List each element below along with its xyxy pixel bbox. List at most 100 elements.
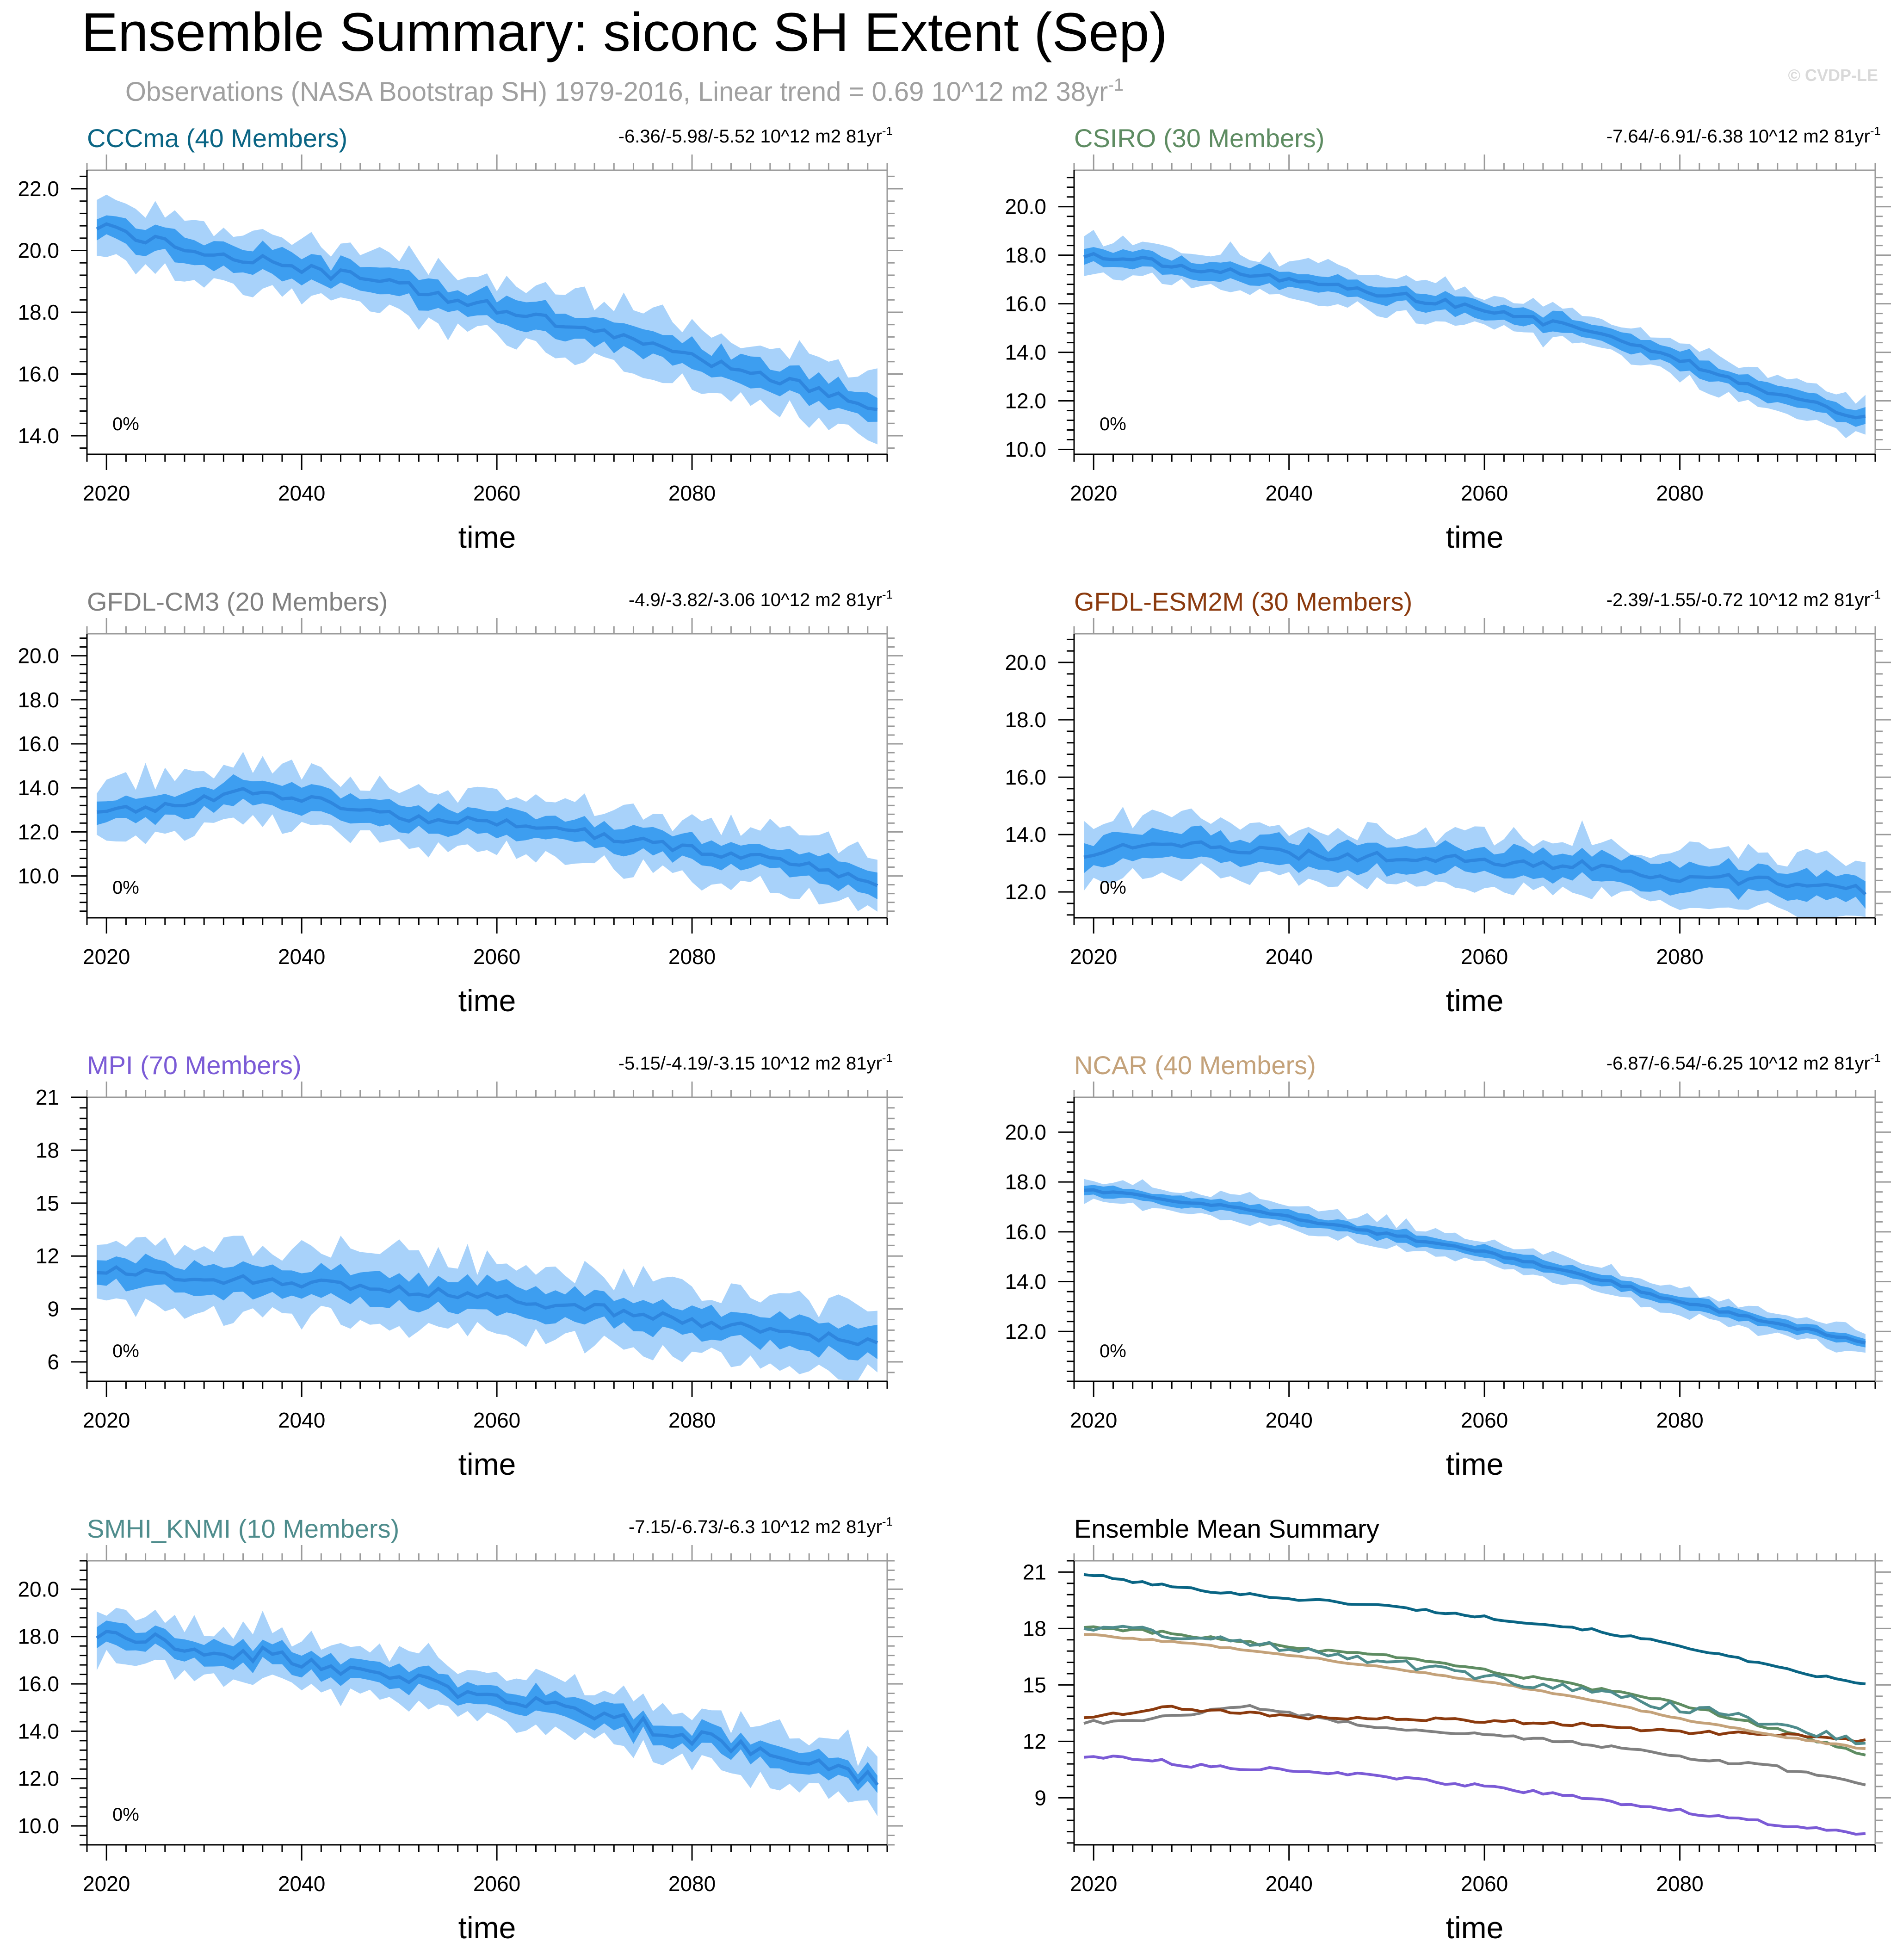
series-line-ncar	[1084, 1633, 1866, 1750]
x-tick-label: 2060	[1461, 1872, 1508, 1896]
y-tick-label: 18.0	[1005, 1170, 1046, 1194]
figure-subtitle: Observations (NASA Bootstrap SH) 1979-20…	[125, 75, 1124, 107]
panel-title-ncar: NCAR (40 Members)	[1074, 1051, 1316, 1080]
figure-title: Ensemble Summary: siconc SH Extent (Sep)	[81, 2, 1168, 63]
x-tick-label: 2060	[1461, 1408, 1508, 1432]
trend-text: -2.39/-1.55/-0.72 10^12 m2 81yr	[1606, 590, 1870, 610]
x-tick-label: 2040	[278, 481, 325, 505]
y-tick-label: 16.0	[18, 362, 59, 386]
y-tick-label: 12.0	[18, 1767, 59, 1791]
y-tick-label: 14.0	[18, 1719, 59, 1743]
x-tick-label: 2040	[1266, 1872, 1313, 1896]
y-tick-label: 9	[47, 1297, 59, 1321]
ensemble-mean-line	[96, 1265, 878, 1347]
plot-area-summary	[1083, 1573, 1866, 1836]
x-tick-label: 2040	[1266, 945, 1313, 969]
panel-title-summary: Ensemble Mean Summary	[1074, 1514, 1379, 1543]
y-tick-label: 16.0	[18, 1672, 59, 1696]
y-tick-label: 18.0	[18, 1625, 59, 1649]
x-tick-label: 2020	[1070, 945, 1117, 969]
trend-text: -7.15/-6.73/-6.3 10^12 m2 81yr	[629, 1517, 882, 1537]
plot-area-cccma	[96, 194, 878, 445]
panel-title-gfdl-esm2m: GFDL-ESM2M (30 Members)	[1074, 587, 1412, 616]
x-tick-label: 2060	[1461, 945, 1508, 969]
panel-grid: CCCma (40 Members) -6.36/-5.98/-5.52 10^1…	[18, 124, 1891, 1945]
y-tick-label: 14.0	[1005, 1270, 1046, 1294]
x-tick-label: 2080	[668, 1408, 716, 1432]
x-tick-label: 2020	[1070, 1872, 1117, 1896]
panel-trend-gfdl-esm2m: -2.39/-1.55/-0.72 10^12 m2 81yr-1	[1606, 587, 1881, 610]
y-tick-label: 22.0	[18, 177, 59, 201]
trend-superscript: -1	[1870, 1051, 1881, 1065]
trend-superscript: -1	[1870, 587, 1881, 601]
ensemble-mean-line	[1083, 840, 1867, 896]
panel-smhi-knmi: SMHI_KNMI (10 Members) -7.15/-6.73/-6.3 1…	[18, 1514, 903, 1945]
x-axis-label: time	[458, 1447, 516, 1481]
x-tick-label: 2040	[278, 1872, 325, 1896]
y-tick-label: 12.0	[18, 820, 59, 844]
x-tick-label: 2020	[83, 945, 130, 969]
trend-text: -7.64/-6.91/-6.38 10^12 m2 81yr	[1606, 126, 1870, 147]
x-axis-label: time	[1446, 1447, 1504, 1481]
outer-range-band	[1084, 1179, 1866, 1353]
y-tick-label: 14.0	[1005, 822, 1046, 847]
x-axis-label: time	[1446, 520, 1504, 554]
panel-cccma: CCCma (40 Members) -6.36/-5.98/-5.52 10^1…	[18, 124, 903, 554]
y-tick-label: 14.0	[18, 424, 59, 448]
y-tick-label: 20.0	[1005, 1120, 1046, 1144]
ensemble-mean-line	[96, 222, 878, 411]
plot-area-gfdl-esm2m	[1083, 807, 1867, 917]
x-tick-label: 2040	[1266, 1408, 1313, 1432]
panel-gfdl-esm2m: GFDL-ESM2M (30 Members) -2.39/-1.55/-0.72…	[1005, 587, 1891, 1018]
subtitle-superscript: -1	[1108, 75, 1124, 95]
y-tick-label: 18	[1023, 1616, 1046, 1640]
x-tick-label: 2020	[83, 1408, 130, 1432]
panel-title-gfdl-cm3: GFDL-CM3 (20 Members)	[87, 587, 388, 616]
panel-mpi: MPI (70 Members) -5.15/-4.19/-3.15 10^12 …	[36, 1051, 903, 1481]
x-tick-label: 2060	[1461, 481, 1508, 505]
x-tick-label: 2080	[1656, 481, 1703, 505]
percent-label-smhi-knmi: 0%	[112, 1805, 139, 1825]
panel-trend-gfdl-cm3: -4.9/-3.82/-3.06 10^12 m2 81yr-1	[629, 587, 893, 610]
inner-range-band	[1084, 1185, 1866, 1348]
trend-superscript: -1	[882, 587, 893, 601]
y-tick-label: 16.0	[1005, 292, 1046, 316]
y-tick-label: 15	[36, 1191, 59, 1215]
x-tick-label: 2020	[1070, 1408, 1117, 1432]
y-tick-label: 20.0	[18, 1577, 59, 1601]
plot-area-ncar	[1083, 1179, 1866, 1353]
y-tick-label: 21	[36, 1085, 59, 1109]
x-tick-label: 2080	[668, 1872, 716, 1896]
x-tick-label: 2040	[1266, 481, 1313, 505]
x-tick-label: 2080	[1656, 1408, 1703, 1432]
x-tick-label: 2060	[473, 945, 520, 969]
y-tick-label: 12.0	[1005, 389, 1046, 413]
y-tick-label: 15	[1023, 1673, 1046, 1697]
y-tick-label: 10.0	[18, 1814, 59, 1838]
y-tick-label: 9	[1034, 1786, 1046, 1810]
y-tick-label: 18	[36, 1138, 59, 1162]
series-line-cccma	[1083, 1573, 1866, 1686]
inner-range-band	[97, 1254, 877, 1360]
trend-superscript: -1	[882, 1515, 893, 1528]
y-tick-label: 18.0	[1005, 708, 1046, 732]
percent-label-gfdl-cm3: 0%	[112, 878, 139, 898]
panel-title-csiro: CSIRO (30 Members)	[1074, 124, 1324, 153]
y-tick-label: 20.0	[18, 239, 59, 263]
x-tick-label: 2080	[1656, 1872, 1703, 1896]
percent-label-mpi: 0%	[112, 1341, 139, 1361]
plot-area-mpi	[96, 1236, 878, 1380]
trend-superscript: -1	[882, 124, 893, 138]
panel-trend-csiro: -7.64/-6.91/-6.38 10^12 m2 81yr-1	[1606, 124, 1881, 147]
trend-superscript: -1	[1870, 124, 1881, 138]
y-tick-label: 16.0	[18, 732, 59, 756]
inner-range-band	[1084, 825, 1866, 909]
panel-title-mpi: MPI (70 Members)	[87, 1051, 302, 1080]
panel-trend-cccma: -6.36/-5.98/-5.52 10^12 m2 81yr-1	[618, 124, 893, 147]
y-tick-label: 16.0	[1005, 765, 1046, 789]
percent-label-gfdl-esm2m: 0%	[1100, 878, 1126, 898]
y-tick-label: 21	[1023, 1560, 1046, 1584]
y-tick-label: 10.0	[18, 864, 59, 888]
panel-title-smhi-knmi: SMHI_KNMI (10 Members)	[87, 1514, 399, 1543]
inner-range-band	[97, 774, 877, 899]
